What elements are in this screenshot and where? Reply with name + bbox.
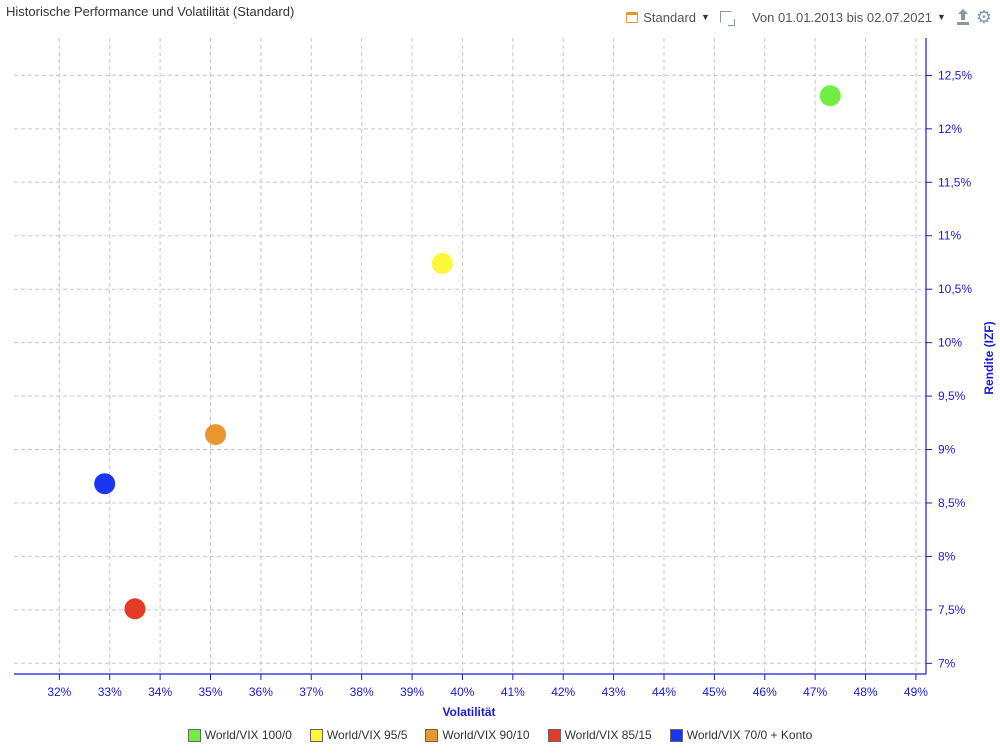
legend-label: World/VIX 70/0 + Konto [686,728,813,742]
legend-swatch [425,728,439,742]
y-tick-label: 12,5% [938,68,972,82]
x-tick-label: 40% [450,685,474,699]
legend-swatch [669,728,683,742]
y-tick-label: 7% [938,656,956,670]
data-point [94,473,116,495]
legend-item[interactable]: World/VIX 90/10 [425,728,530,742]
y-axis-label: Rendite (IZF) [982,321,996,394]
data-point [431,253,453,275]
calendar-icon [626,11,639,23]
legend-swatch [547,728,561,742]
legend-item[interactable]: World/VIX 70/0 + Konto [669,728,813,742]
legend-item[interactable]: World/VIX 85/15 [547,728,652,742]
legend-label: World/VIX 95/5 [326,728,408,742]
y-tick-label: 8,5% [938,496,966,510]
x-tick-label: 44% [652,685,676,699]
x-tick-label: 47% [803,685,827,699]
data-point [124,598,146,620]
y-tick-label: 10,5% [938,282,972,296]
caret-down-icon: ▼ [701,12,710,22]
legend-item[interactable]: World/VIX 95/5 [309,728,408,742]
x-tick-label: 32% [47,685,71,699]
x-tick-label: 45% [702,685,726,699]
y-tick-label: 9,5% [938,389,966,403]
y-tick-label: 8% [938,549,956,563]
x-tick-label: 39% [400,685,424,699]
data-point [819,85,841,107]
legend-label: World/VIX 85/15 [564,728,652,742]
x-tick-label: 38% [350,685,374,699]
date-range-label: Von 01.01.2013 bis 02.07.2021 [751,9,932,25]
chart-title: Historische Performance und Volatilität … [6,4,295,19]
chart-legend: World/VIX 100/0 World/VIX 95/5 World/VIX 9… [0,728,1000,742]
y-tick-label: 11,5% [938,175,971,189]
expand-icon[interactable] [719,11,735,26]
x-tick-label: 49% [904,685,928,699]
axes [14,38,932,680]
x-axis-label: Volatilität [442,705,495,719]
grid-lines [14,38,926,674]
chart-toolbar: Standard ▼ Von 01.01.2013 bis 02.07.2021… [620,8,992,26]
y-tick-label: 11% [938,229,961,243]
x-tick-label: 33% [98,685,122,699]
legend-swatch [187,728,201,742]
x-tick-label: 46% [753,685,777,699]
upload-icon[interactable] [956,8,970,26]
y-tick-label: 7,5% [938,603,966,617]
x-tick-label: 43% [602,685,626,699]
legend-item[interactable]: World/VIX 100/0 [187,728,292,742]
y-tick-label: 12% [938,122,962,136]
data-points [94,85,841,620]
x-tick-label: 42% [551,685,575,699]
x-tick-label: 36% [249,685,273,699]
caret-down-icon: ▼ [936,12,946,22]
legend-label: World/VIX 100/0 [204,728,292,742]
y-tick-label: 9% [938,443,956,457]
gear-icon[interactable]: ⚙ [975,7,992,27]
tick-labels: 32% 33% 34% 35% 36% 37% 38% 39% 40% 41% 42% 43% 44% 4… [47,68,972,699]
x-tick-label: 34% [148,685,172,699]
profile-label: Standard [643,9,697,25]
x-tick-label: 48% [854,685,878,699]
legend-label: World/VIX 90/10 [442,728,530,742]
x-tick-label: 41% [501,685,525,699]
date-range-selector[interactable]: Von 01.01.2013 bis 02.07.2021 ▼ [752,10,946,25]
x-tick-label: 37% [299,685,323,699]
profile-selector[interactable]: Standard ▼ [626,10,710,25]
data-point [205,424,227,446]
x-tick-label: 35% [198,685,222,699]
legend-swatch [309,728,323,742]
y-tick-label: 10% [938,336,962,350]
